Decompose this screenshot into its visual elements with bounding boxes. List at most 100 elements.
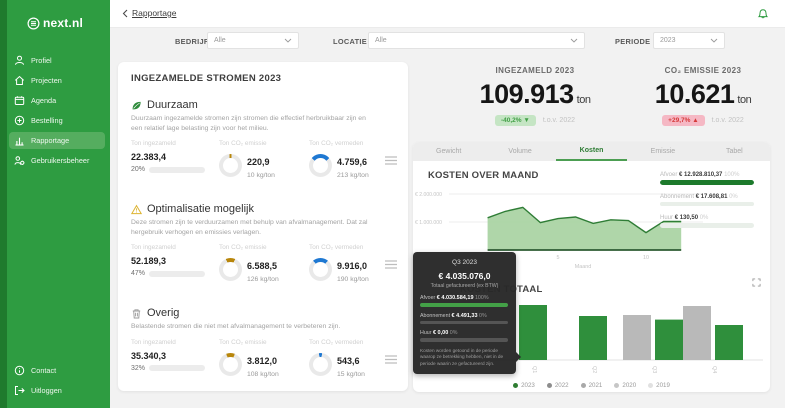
legend-year-2020[interactable]: 2020 <box>614 382 636 389</box>
svg-text:€ 1.000.000: € 1.000.000 <box>415 220 442 226</box>
stat-value: 4.759,6 <box>337 157 368 168</box>
chevron-down-icon <box>284 38 292 43</box>
sidebar-item-uitloggen[interactable]: Uitloggen <box>9 382 105 399</box>
section-optimalisatie: Optimalisatie mogelijk Deze stromen zijn… <box>131 203 397 283</box>
stat-ingezameld: Ton ingezameld 22.383,4 20% <box>131 140 219 179</box>
legend-label: Abonnement <box>660 193 695 200</box>
trash-icon <box>131 308 142 319</box>
legend-year-2023[interactable]: 2023 <box>513 382 535 389</box>
kpi-value: 10.621 <box>654 79 735 109</box>
sidebar-item-contact[interactable]: Contact <box>9 362 105 379</box>
emissie-donut <box>219 154 242 178</box>
logout-icon <box>14 385 25 396</box>
legend-year-2022[interactable]: 2022 <box>546 382 569 389</box>
legend-label: Huur <box>660 215 674 221</box>
month-chart-title: KOSTEN OVER MAAND <box>428 170 539 181</box>
section-description: Deze stromen zijn te verduurzamen met be… <box>131 219 368 236</box>
year-label: 2019 <box>656 382 670 389</box>
sidebar-item-label: Agenda <box>31 96 57 105</box>
top-bar: Rapportage <box>110 0 785 28</box>
section-menu-icon[interactable] <box>385 354 397 364</box>
bedrijf-select[interactable]: Alle <box>207 32 299 49</box>
col-label: Ton CO₂ emissie <box>219 244 267 252</box>
svg-text:Q1: Q1 <box>531 366 537 373</box>
kpi-title: INGEZAMELD 2023 <box>495 66 575 75</box>
section-overig: Overig Belastende stromen die niet met a… <box>131 307 397 378</box>
tooltip-row-pct: 0% <box>479 312 487 319</box>
stat-sub: 213 kg/ton <box>337 172 369 180</box>
stat-emissie: Ton CO₂ emissie 6.588,5 126 kg/ton <box>219 244 309 283</box>
section-title: Duurzaam <box>147 99 198 111</box>
col-label: Ton ingezameld <box>131 140 176 148</box>
legend-pct: 0% <box>729 193 738 200</box>
stat-value: 9.916,0 <box>337 261 368 272</box>
year-label: 2023 <box>521 382 535 389</box>
col-label: Ton CO₂ vermeden <box>309 244 364 252</box>
legend-year-2019[interactable]: 2019 <box>648 382 670 389</box>
legend-value: € 17.608,81 <box>695 193 728 200</box>
expand-icon[interactable] <box>752 278 761 287</box>
progress-track <box>149 270 206 277</box>
tab-kosten[interactable]: Kosten <box>555 142 628 161</box>
sidebar-item-label: Profiel <box>31 56 52 65</box>
tooltip-row-afvoer: Afvoer € 4.030.584,19 100% <box>420 295 509 307</box>
col-label: Ton CO₂ vermeden <box>309 140 364 148</box>
sidebar-item-bestelling[interactable]: Bestelling <box>9 112 105 129</box>
tooltip-row-label: Afvoer <box>420 295 436 301</box>
notification-bell-icon[interactable] <box>757 8 769 20</box>
sidebar-item-profiel[interactable]: Profiel <box>9 52 105 69</box>
sidebar-item-rapportage[interactable]: Rapportage <box>9 132 105 149</box>
bedrijf-label: BEDRIJF <box>175 37 209 46</box>
section-menu-icon[interactable] <box>385 260 397 269</box>
kpi-badge: -40,2% ▼ <box>494 115 536 126</box>
stat-sub: 15 kg/ton <box>337 370 365 378</box>
tab-emissie[interactable]: Emissie <box>650 148 676 155</box>
ingezamelde-stromen-card: INGEZAMELDE STROMEN 2023 Duurzaam Duurza… <box>118 62 408 391</box>
sidebar-item-label: Gebruikersbeheer <box>31 156 90 165</box>
emissie-donut <box>219 352 242 376</box>
tooltip-row-abonnement: Abonnement € 4.491,33 0% <box>420 312 509 324</box>
legend-value: € 130,50 <box>674 215 699 221</box>
svg-text:Maand: Maand <box>575 264 591 270</box>
sidebar-item-gebruikersbeheer[interactable]: Gebruikersbeheer <box>9 152 105 169</box>
logo-text: next.nl <box>42 16 84 30</box>
tab-gewicht[interactable]: Gewicht <box>436 148 462 155</box>
vermeden-donut <box>309 258 332 282</box>
cost-tabs: Gewicht Volume Kosten Emissie Tabel <box>413 142 770 161</box>
section-description: Belastende stromen die niet met afvalman… <box>131 323 341 331</box>
legend-pct: 100% <box>724 172 740 178</box>
back-link[interactable]: Rapportage <box>122 8 176 18</box>
bedrijf-value: Alle <box>214 37 226 44</box>
locatie-value: Alle <box>375 37 387 44</box>
legend-huur: Huur € 130,50 0% <box>660 215 754 228</box>
vermeden-donut <box>309 352 332 376</box>
section-duurzaam: Duurzaam Duurzaam ingezamelde stromen zi… <box>131 99 397 180</box>
stat-sub: 108 kg/ton <box>247 370 279 378</box>
stat-value: 220,9 <box>247 157 270 168</box>
svg-text:€ 2.000.000: € 2.000.000 <box>415 192 442 198</box>
year-label: 2022 <box>554 382 569 389</box>
report-chart-icon <box>14 135 25 146</box>
legend-year-2021[interactable]: 2021 <box>580 382 602 389</box>
stat-pct: 32% <box>131 364 146 372</box>
sidebar-footer: Contact Uitloggen <box>0 359 110 402</box>
col-label: Ton ingezameld <box>131 244 176 252</box>
stat-vermeden: Ton CO₂ vermeden 543,6 15 kg/ton <box>309 339 399 378</box>
sidebar-item-projecten[interactable]: Projecten <box>9 72 105 89</box>
tab-volume[interactable]: Volume <box>508 148 532 155</box>
sidebar-item-agenda[interactable]: Agenda <box>9 92 105 109</box>
info-circle-icon <box>14 365 25 376</box>
locatie-select[interactable]: Alle <box>368 32 585 49</box>
tooltip-row-pct: 0% <box>449 330 458 336</box>
calendar-icon <box>14 95 25 106</box>
kpi-compare: t.o.v. 2022 <box>711 117 744 124</box>
sidebar-item-label: Contact <box>31 366 57 375</box>
tooltip-row-bar <box>420 320 508 324</box>
leaf-icon <box>131 100 142 111</box>
kpi-unit: ton <box>737 94 752 106</box>
section-menu-icon[interactable] <box>385 156 397 165</box>
tab-tabel[interactable]: Tabel <box>725 148 743 155</box>
stat-vermeden: Ton CO₂ vermeden 9.916,0 190 kg/ton <box>309 244 399 283</box>
periode-select[interactable]: 2023 <box>653 32 725 49</box>
kpi-co2-emissie: CO₂ EMISSIE 2023 10.621 ton +29,7% ▲ t.o.… <box>628 66 778 126</box>
